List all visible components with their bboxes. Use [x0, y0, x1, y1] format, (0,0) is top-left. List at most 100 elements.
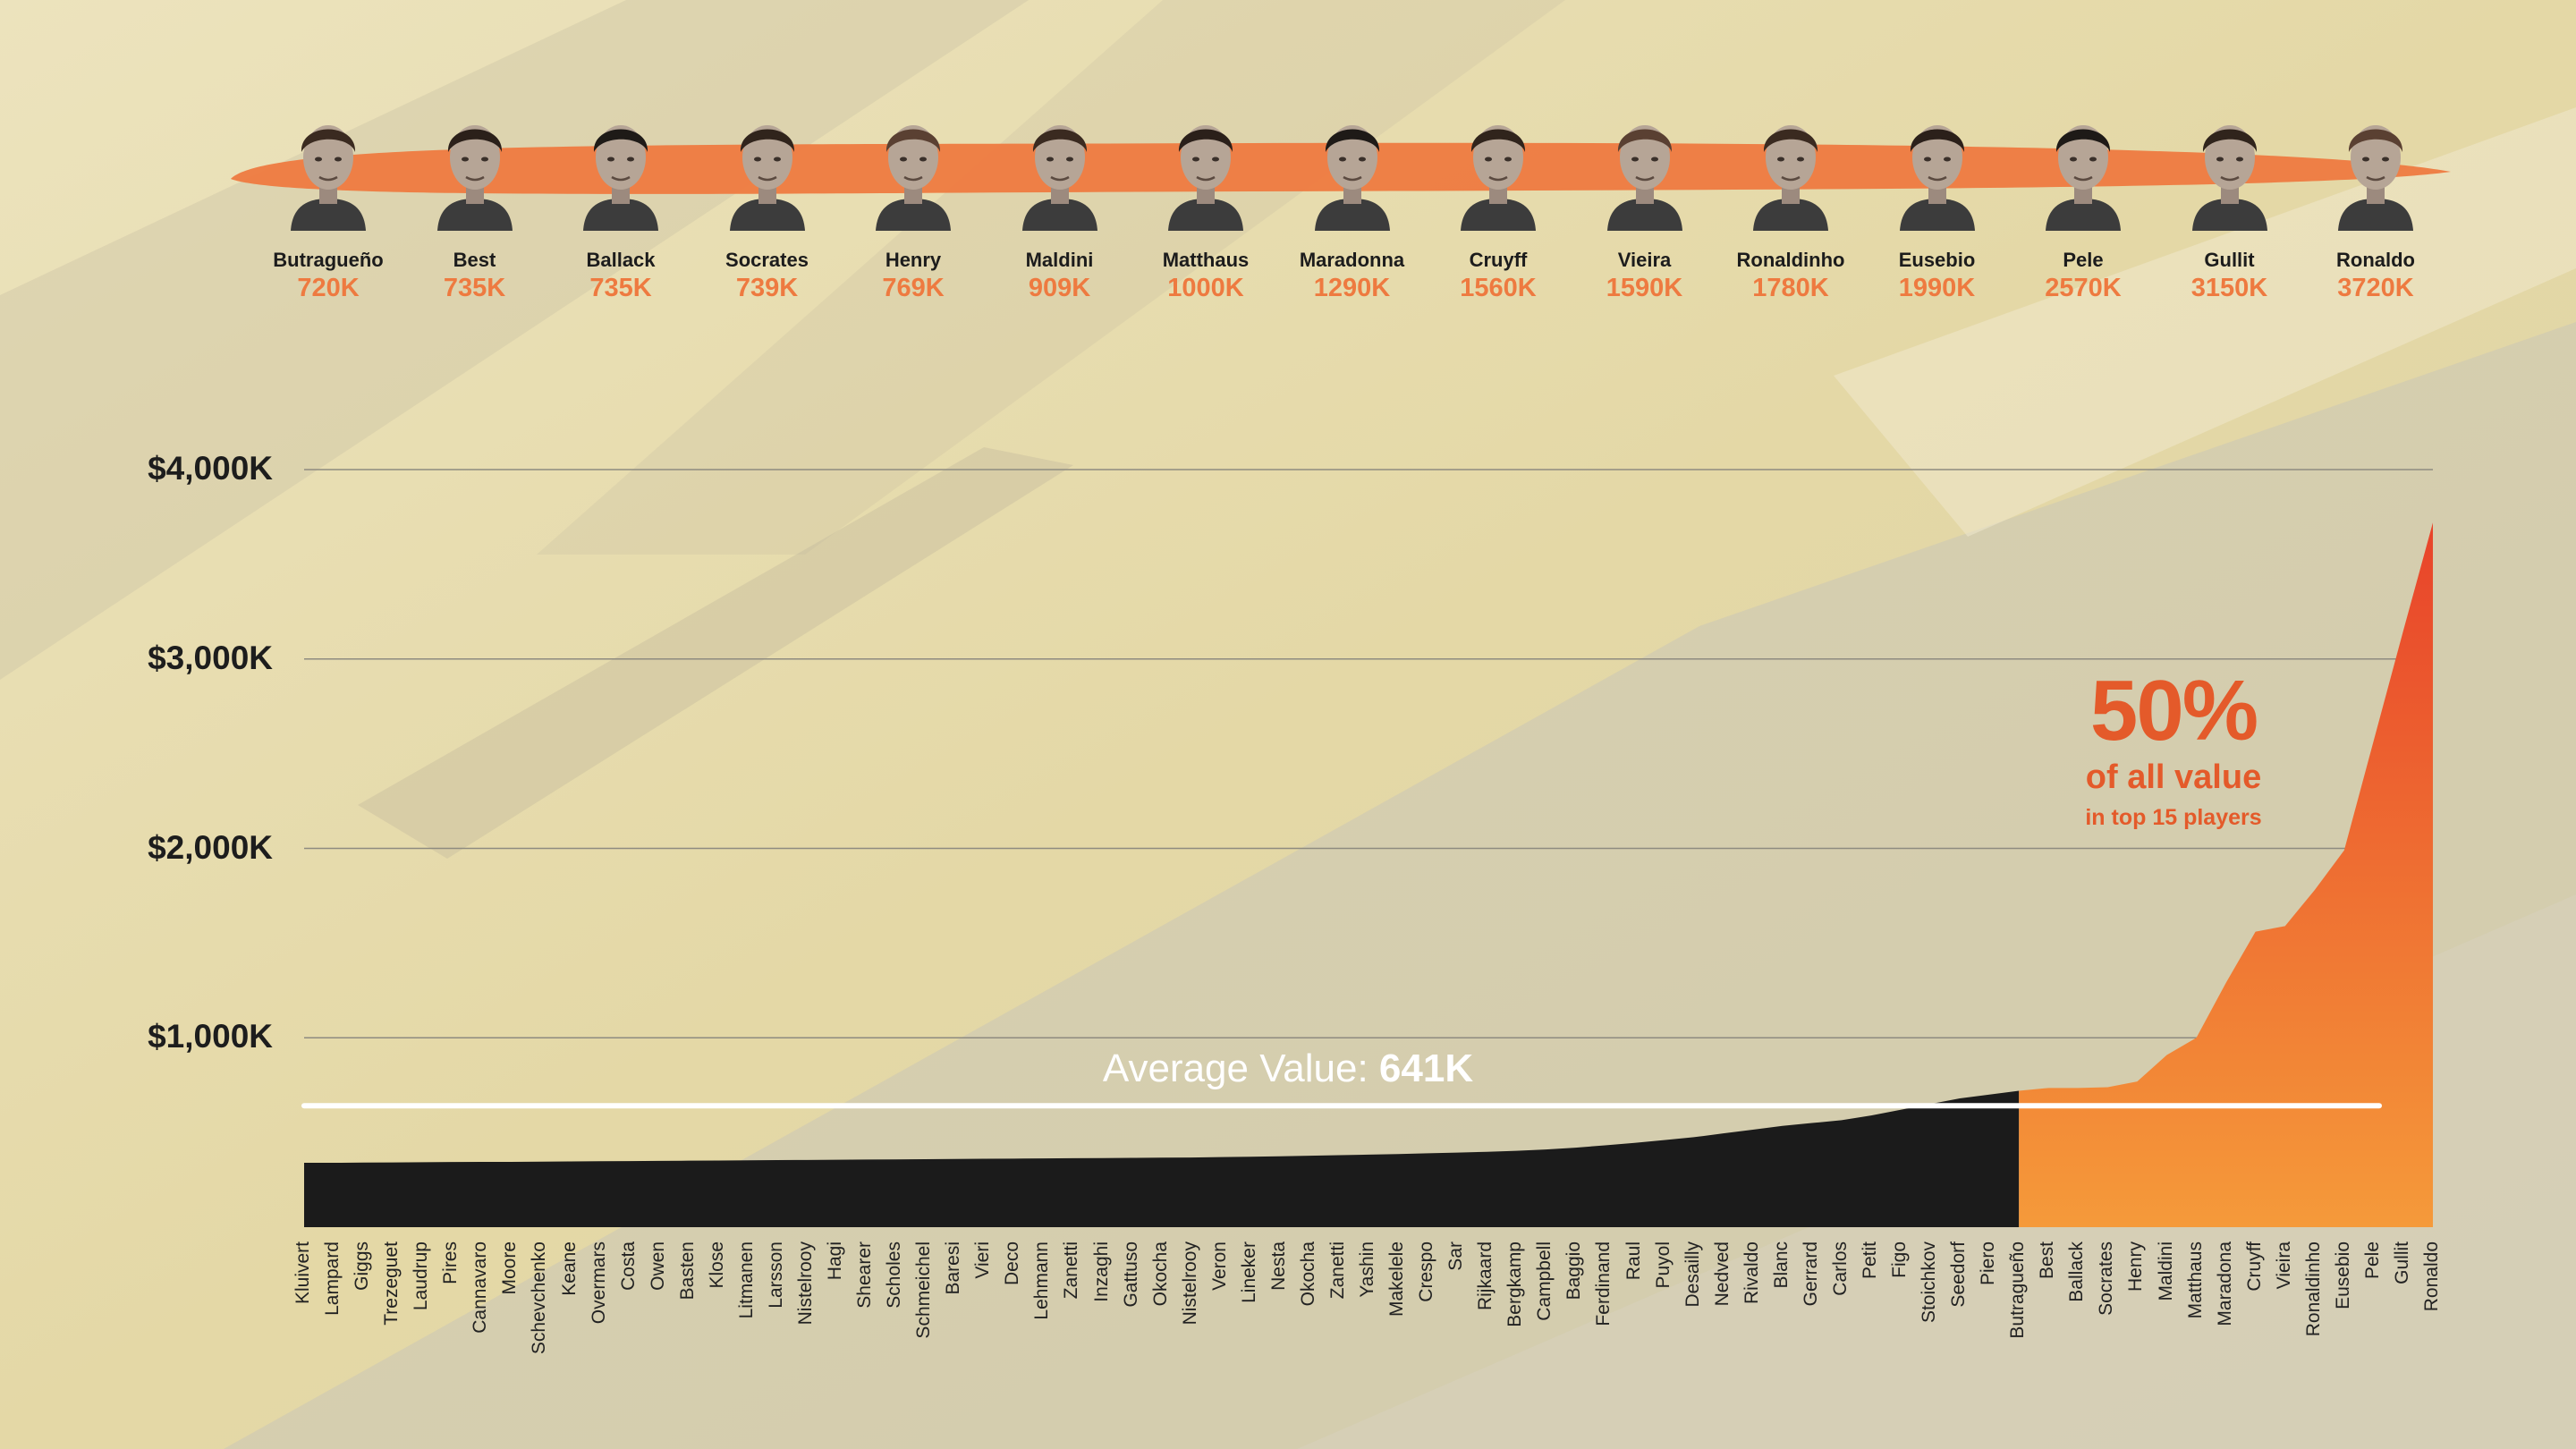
player-portrait: [284, 106, 373, 231]
x-tick-label: Puyol: [1652, 1241, 1674, 1289]
x-tick-label: Schmeichel: [913, 1241, 935, 1339]
x-tick-label: Ferdinand: [1593, 1241, 1614, 1326]
x-tick-label: Owen: [647, 1241, 668, 1291]
top-player-value: 909K: [1028, 274, 1091, 302]
player-portrait: [723, 106, 812, 231]
top-player-name: Ballack: [586, 249, 656, 271]
x-tick-label: Yashin: [1357, 1241, 1377, 1298]
x-tick-label: Okocha: [1149, 1241, 1171, 1307]
x-tick-label: Kluivert: [292, 1241, 313, 1305]
x-tick-label: Maldini: [2155, 1241, 2176, 1301]
x-tick-label: Nesta: [1267, 1241, 1289, 1291]
player-portrait: [576, 106, 665, 231]
top-player-name: Vieira: [1617, 249, 1672, 271]
top-player-card: Gullit 3150K: [2154, 106, 2306, 303]
x-tick-label: Matthaus: [2184, 1241, 2206, 1319]
x-tick-label: Maradona: [2214, 1241, 2235, 1326]
x-tick-label: Laudrup: [411, 1241, 432, 1311]
player-portrait: [1015, 106, 1105, 231]
y-tick-label: $3,000K: [148, 639, 273, 676]
x-tick-label: Litmanen: [735, 1241, 757, 1319]
x-tick-label: Overmars: [588, 1241, 609, 1325]
x-tick-label: Giggs: [352, 1241, 373, 1291]
top-player-value: 2570K: [2045, 274, 2122, 302]
area-top-players: [2019, 522, 2433, 1227]
top-player-value: 1990K: [1898, 274, 1976, 302]
top-player-card: Eusebio 1990K: [1861, 106, 2013, 303]
player-portrait: [1746, 106, 1835, 231]
x-tick-label: Pele: [2361, 1241, 2383, 1280]
player-portrait: [2038, 106, 2128, 231]
top-player-card: Best 735K: [399, 106, 551, 303]
x-tick-label: Lampard: [322, 1241, 343, 1316]
top-player-value: 1590K: [1606, 274, 1683, 302]
x-tick-label: Sar: [1445, 1241, 1467, 1271]
top-player-card: Socrates 739K: [691, 106, 843, 303]
x-tick-label: Gullit: [2391, 1241, 2412, 1284]
x-tick-label: Shearer: [854, 1241, 876, 1309]
player-portrait: [1453, 106, 1543, 231]
x-tick-label: Desailly: [1682, 1241, 1703, 1308]
top-player-value: 769K: [882, 274, 945, 302]
x-tick-label: Carlos: [1829, 1241, 1851, 1296]
x-tick-label: Ronaldinho: [2302, 1241, 2324, 1337]
x-tick-label: Schevchenko: [529, 1241, 550, 1355]
top-player-value: 739K: [735, 274, 799, 302]
top-player-value: 735K: [443, 274, 506, 302]
x-tick-label: Nedved: [1711, 1241, 1733, 1307]
player-portrait: [869, 106, 958, 231]
x-tick-label: Rivaldo: [1741, 1241, 1762, 1305]
y-tick-label: $1,000K: [148, 1018, 273, 1055]
player-portrait: [430, 106, 520, 231]
x-tick-label: Bergkamp: [1504, 1241, 1526, 1327]
top-player-name: Ronaldinho: [1736, 249, 1845, 271]
player-portrait: [1600, 106, 1690, 231]
callout-line1: of all value: [2085, 758, 2262, 796]
top-player-card: Ronaldinho 1780K: [1715, 106, 1867, 303]
x-tick-label: Piero: [1978, 1241, 1999, 1286]
x-tick-label: Hagi: [825, 1241, 845, 1281]
top-player-value: 720K: [297, 274, 360, 302]
average-label: Average Value: 641K: [1102, 1046, 1474, 1090]
x-tick-label: Costa: [617, 1241, 639, 1291]
x-tick-label: Baggio: [1563, 1241, 1585, 1301]
top-player-name: Socrates: [725, 249, 809, 271]
top-player-card: Matthaus 1000K: [1130, 106, 1282, 303]
player-portrait: [2331, 106, 2420, 231]
top-player-card: Cruyff 1560K: [1422, 106, 1574, 303]
x-tick-label: Moore: [499, 1241, 521, 1295]
top-player-value: 1290K: [1313, 274, 1391, 302]
x-tick-label: Zanetti: [1061, 1241, 1082, 1300]
x-tick-label: Vieri: [972, 1241, 994, 1279]
callout-percent: 50%: [2089, 663, 2258, 758]
x-tick-label: Nistelrooy: [1179, 1241, 1200, 1326]
top-player-name: Matthaus: [1162, 249, 1250, 271]
top-player-card: Vieira 1590K: [1569, 106, 1721, 303]
x-tick-label: Raul: [1623, 1241, 1644, 1281]
top-player-card: Ronaldo 3720K: [2300, 106, 2452, 303]
top-player-card: Butragueño 720K: [252, 106, 404, 303]
x-tick-label: Gerrard: [1800, 1241, 1821, 1307]
top-player-name: Maradonna: [1299, 249, 1405, 271]
x-tick-label: Baresi: [943, 1241, 964, 1295]
top-player-value: 3720K: [2337, 274, 2414, 302]
top-player-value: 735K: [589, 274, 652, 302]
x-tick-label: Cruyff: [2243, 1241, 2265, 1292]
top-player-name: Gullit: [2204, 249, 2255, 271]
top-player-card: Henry 769K: [837, 106, 989, 303]
top-player-card: Maradonna 1290K: [1276, 106, 1428, 303]
x-tick-label: Cannavaro: [470, 1241, 491, 1334]
top-player-name: Eusebio: [1898, 249, 1976, 271]
player-portrait: [1893, 106, 1982, 231]
player-portrait: [1308, 106, 1397, 231]
x-tick-label: Ronaldo: [2421, 1241, 2442, 1312]
top-player-name: Pele: [2063, 249, 2104, 271]
x-tick-label: Socrates: [2096, 1241, 2117, 1316]
x-tick-label: Petit: [1859, 1241, 1880, 1280]
top-player-value: 1560K: [1460, 274, 1537, 302]
top-player-card: Ballack 735K: [545, 106, 697, 303]
x-tick-label: Butragueño: [2007, 1241, 2029, 1339]
x-tick-label: Seedorf: [1948, 1241, 1970, 1308]
x-tick-label: Inzaghi: [1090, 1241, 1112, 1302]
x-tick-label: Ballack: [2066, 1241, 2088, 1302]
